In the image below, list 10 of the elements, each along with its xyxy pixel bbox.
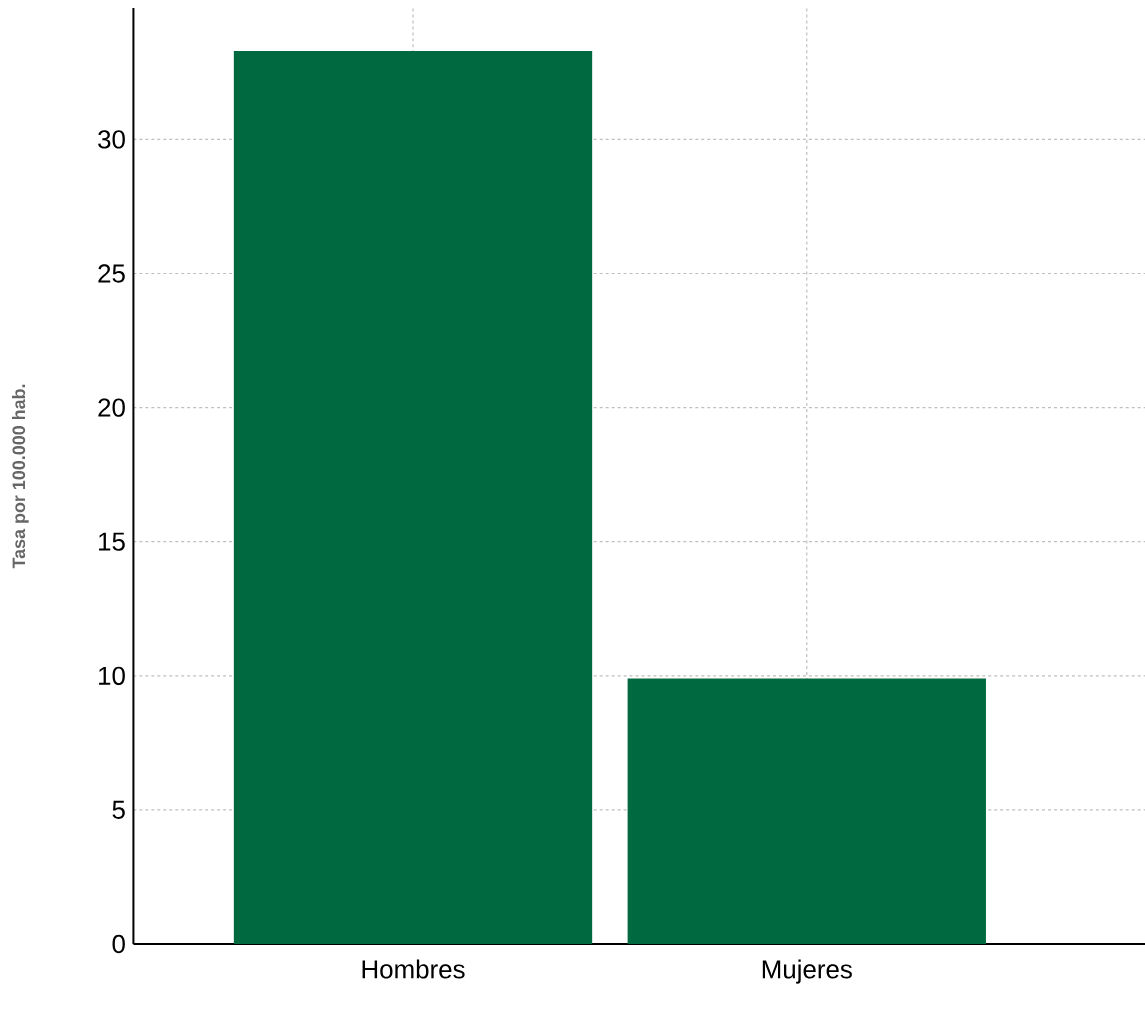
y-tick-label: 0 xyxy=(112,934,125,954)
y-tick-label: 20 xyxy=(98,398,125,417)
y-tick-label: 25 xyxy=(98,264,125,283)
y-tick-label: 10 xyxy=(99,666,125,685)
y-tick-label: 30 xyxy=(98,130,125,149)
y-tick-label: 15 xyxy=(99,532,125,551)
x-tick-label: Hombres xyxy=(362,959,465,979)
y-axis-title: Tasa por 100.000 hab. xyxy=(11,384,29,569)
x-tick-label: Mujeres xyxy=(762,959,852,984)
y-tick-label: 5 xyxy=(112,800,125,819)
